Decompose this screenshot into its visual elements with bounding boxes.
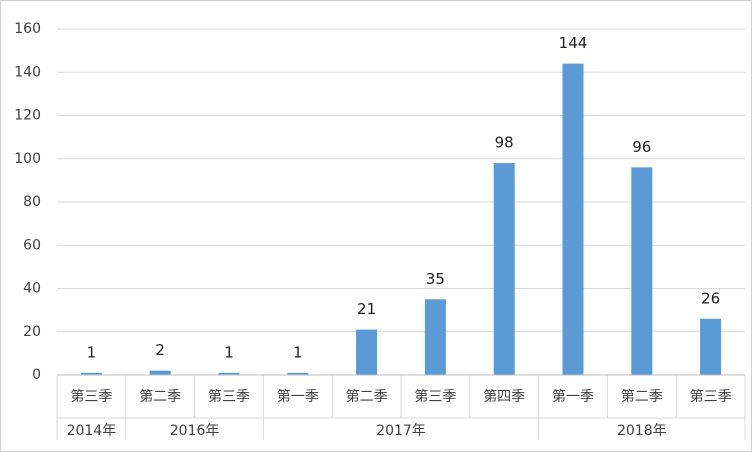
x-tick-label: 第三季 [690,388,732,405]
x-tick-label: 第二季 [621,388,663,405]
x-tick-label: 第四季 [483,388,525,405]
value-label: 1 [293,343,303,361]
x-tick-label: 第二季 [346,388,388,405]
bar [356,329,378,375]
bar [631,167,653,375]
bar [424,299,446,375]
value-label: 26 [701,289,720,307]
value-label: 21 [357,300,376,318]
bar [700,318,722,375]
bar [562,63,584,375]
y-tick-label: 60 [23,237,41,253]
value-label: 2 [155,341,165,359]
group-label: 2016年 [170,423,220,439]
y-tick-label: 40 [23,281,41,297]
bar [493,163,515,375]
x-tick-label: 第一季 [552,388,594,405]
x-tick-label: 第三季 [414,388,456,405]
group-label: 2017年 [376,423,426,439]
y-tick-label: 80 [23,194,41,210]
group-label: 2018年 [617,423,667,439]
x-tick-label: 第二季 [139,388,181,405]
bar [149,370,171,375]
bar [218,372,240,375]
value-label: 1 [87,343,97,361]
y-tick-label: 120 [14,108,41,124]
y-tick-label: 20 [23,324,41,340]
y-tick-label: 160 [14,21,41,37]
bar [287,372,309,375]
y-tick-label: 100 [14,151,41,167]
x-tick-label: 第一季 [277,388,319,405]
y-tick-label: 140 [14,64,41,80]
group-label: 2014年 [67,423,117,439]
value-label: 98 [495,134,514,152]
x-tick-label: 第三季 [208,388,250,405]
value-label: 1 [224,343,234,361]
value-label: 144 [559,34,588,52]
y-tick-label: 0 [32,367,41,383]
bar [80,372,102,375]
value-label: 96 [632,138,651,156]
x-tick-label: 第三季 [70,388,112,405]
value-label: 35 [426,270,445,288]
